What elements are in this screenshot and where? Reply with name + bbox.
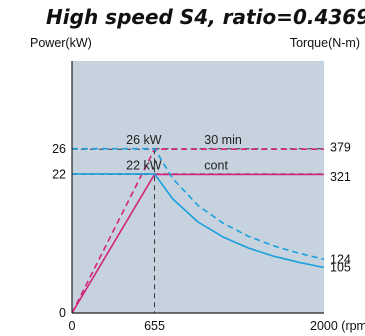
right-tick-124: 124	[330, 252, 351, 266]
annotation-2: 30 min	[204, 133, 242, 147]
right-tick-379: 379	[330, 141, 351, 155]
left-tick-0: 0	[59, 306, 66, 320]
annotation-1: 26 kW	[126, 133, 162, 147]
chart-title: High speed S4, ratio=0.436928	[46, 5, 365, 29]
right-tick-321: 321	[330, 170, 351, 184]
series-line-4	[72, 147, 325, 261]
series-line-3	[72, 173, 325, 269]
x-tick-655: 655	[144, 319, 165, 333]
left-tick-26: 26	[52, 142, 66, 156]
right-tick-105: 105	[330, 260, 351, 274]
plot-area	[72, 61, 324, 313]
left-tick-22: 22	[52, 167, 66, 181]
series-group	[71, 147, 325, 314]
right-axis-title: Torque(N-m)	[290, 36, 360, 50]
x-tick-0: 0	[69, 319, 76, 333]
x-tick-2000: 2000 (rpm)	[310, 319, 365, 333]
annotations: 26 kW 30 min 22 kW cont	[126, 133, 242, 172]
left-axis-title: Power(kW)	[30, 36, 92, 50]
annotation-4: cont	[204, 158, 228, 172]
annotation-3: 22 kW	[126, 158, 162, 172]
